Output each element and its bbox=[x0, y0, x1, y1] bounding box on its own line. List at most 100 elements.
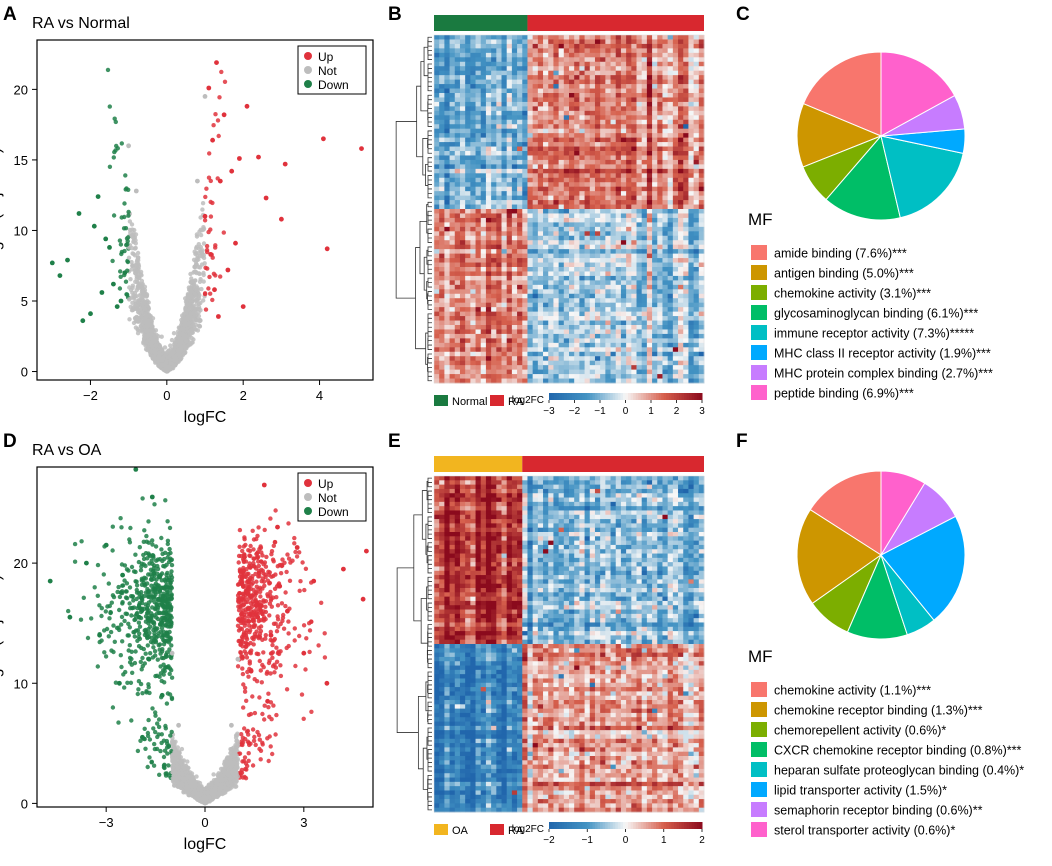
data-point bbox=[268, 516, 273, 521]
data-point bbox=[143, 746, 148, 751]
data-point bbox=[189, 335, 194, 341]
data-point bbox=[129, 564, 135, 570]
point-down bbox=[80, 318, 86, 324]
data-point bbox=[182, 350, 187, 356]
chart-title: RA vs Normal bbox=[32, 15, 130, 32]
data-point bbox=[168, 550, 173, 556]
data-point bbox=[140, 496, 145, 501]
data-point bbox=[216, 133, 221, 139]
data-point bbox=[151, 645, 156, 650]
data-point bbox=[186, 343, 191, 348]
data-point bbox=[259, 559, 264, 564]
data-point bbox=[130, 227, 135, 232]
data-point bbox=[213, 112, 218, 117]
data-point bbox=[102, 650, 107, 655]
data-point bbox=[142, 726, 147, 731]
data-point bbox=[239, 582, 245, 587]
data-point bbox=[112, 639, 118, 644]
data-point bbox=[138, 272, 143, 277]
data-point bbox=[142, 661, 147, 666]
point-down bbox=[91, 223, 97, 229]
data-point bbox=[233, 779, 238, 784]
data-point bbox=[137, 545, 142, 550]
data-point bbox=[201, 279, 206, 284]
point-not bbox=[145, 333, 151, 339]
point-down bbox=[57, 273, 63, 278]
data-point bbox=[256, 525, 261, 530]
data-point bbox=[126, 209, 131, 215]
point-not bbox=[175, 348, 181, 353]
data-point bbox=[250, 763, 256, 768]
data-point bbox=[157, 772, 162, 777]
data-point bbox=[135, 258, 140, 263]
data-point bbox=[139, 645, 144, 651]
x-tick-label: 2 bbox=[240, 388, 247, 403]
point-down bbox=[65, 257, 70, 263]
data-point bbox=[167, 671, 172, 677]
data-point bbox=[147, 755, 152, 760]
data-point bbox=[148, 314, 153, 319]
data-point bbox=[118, 274, 123, 279]
data-point bbox=[293, 663, 298, 669]
data-point bbox=[173, 341, 178, 346]
data-point bbox=[203, 194, 208, 200]
data-point bbox=[193, 262, 199, 267]
data-point bbox=[172, 783, 178, 788]
data-point bbox=[116, 720, 121, 725]
point-up bbox=[221, 112, 227, 118]
data-point bbox=[249, 582, 254, 587]
data-point bbox=[286, 556, 292, 561]
data-point bbox=[125, 259, 131, 265]
data-point bbox=[253, 589, 259, 595]
data-point bbox=[202, 261, 207, 266]
data-point bbox=[155, 611, 160, 616]
data-point bbox=[120, 639, 125, 644]
data-point bbox=[210, 200, 215, 206]
data-point bbox=[250, 727, 256, 732]
data-point bbox=[135, 748, 141, 754]
data-point bbox=[250, 694, 255, 699]
data-point bbox=[272, 670, 277, 675]
data-point bbox=[151, 620, 157, 625]
data-point bbox=[262, 527, 267, 533]
data-point bbox=[165, 519, 170, 524]
data-point bbox=[292, 638, 297, 643]
point-down bbox=[95, 194, 101, 200]
data-point bbox=[304, 636, 309, 641]
data-point bbox=[107, 164, 113, 169]
point-up bbox=[240, 304, 246, 309]
data-point bbox=[184, 322, 189, 328]
data-point bbox=[207, 274, 212, 280]
data-point bbox=[155, 734, 160, 740]
data-point bbox=[203, 265, 208, 270]
data-point bbox=[257, 658, 262, 664]
data-point bbox=[114, 143, 119, 149]
data-point bbox=[110, 258, 115, 264]
data-point bbox=[101, 572, 107, 577]
data-point bbox=[97, 603, 102, 608]
data-point bbox=[248, 543, 253, 549]
data-point bbox=[257, 746, 262, 752]
data-point bbox=[254, 555, 259, 560]
data-point bbox=[271, 621, 277, 626]
data-point bbox=[150, 613, 155, 619]
data-point bbox=[199, 286, 204, 292]
point-down bbox=[88, 311, 93, 317]
data-point bbox=[188, 285, 193, 291]
data-point bbox=[133, 315, 138, 321]
y-tick-label: 0 bbox=[21, 365, 28, 380]
data-point bbox=[274, 629, 280, 634]
point-down bbox=[99, 290, 105, 295]
data-point bbox=[148, 651, 153, 656]
data-point bbox=[262, 703, 267, 708]
data-point bbox=[270, 751, 275, 757]
data-point bbox=[213, 243, 218, 248]
data-point bbox=[319, 600, 324, 605]
point-not bbox=[183, 333, 189, 339]
data-point bbox=[127, 285, 132, 290]
data-point bbox=[169, 696, 175, 702]
data-point bbox=[246, 674, 251, 679]
data-point bbox=[142, 582, 147, 587]
data-point bbox=[208, 178, 213, 184]
